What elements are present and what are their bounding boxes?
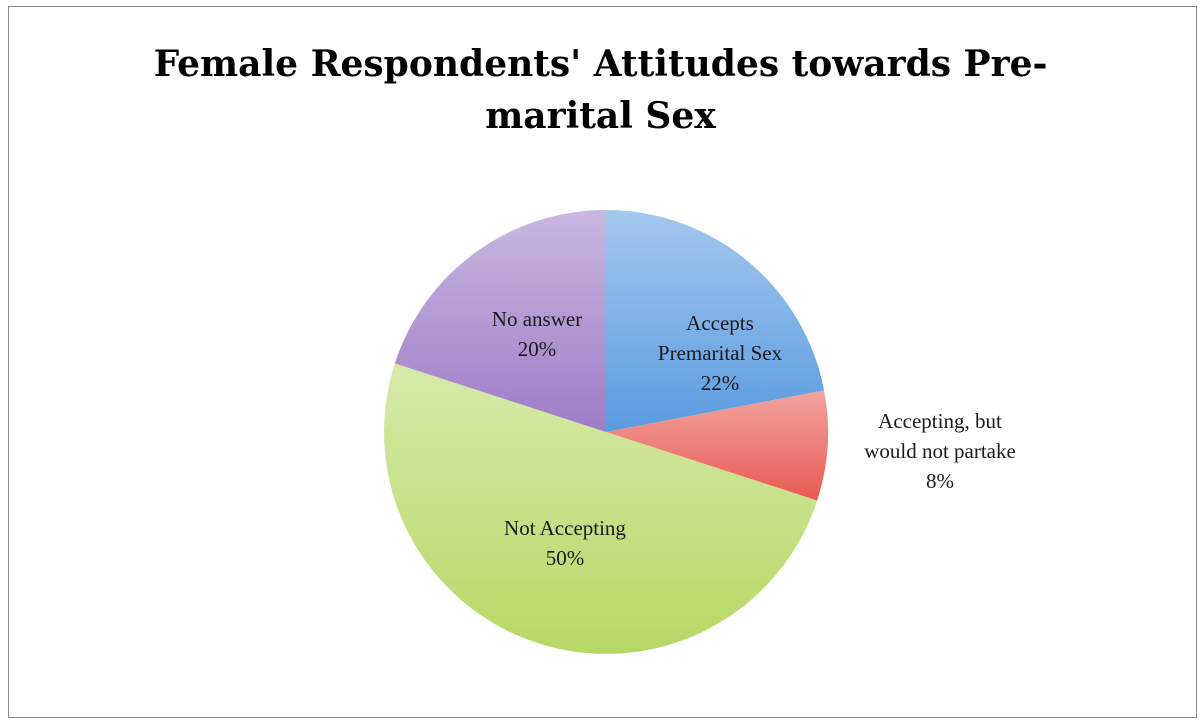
slice-label-accepts: Accepts Premarital Sex 22% <box>658 311 783 395</box>
slice-label-line: 50% <box>546 546 585 570</box>
slice-label-accepting-not-partake: Accepting, but would not partake 8% <box>864 409 1016 493</box>
chart-title-line-2: marital Sex <box>485 95 716 137</box>
pie-slice-no-answer <box>394 210 606 432</box>
slice-label-line: Accepting, but <box>878 409 1002 433</box>
slice-label-line: Not Accepting <box>504 516 626 540</box>
pie-slice-accepting-not-partake <box>606 390 828 501</box>
slice-label-line: Accepts <box>686 311 754 335</box>
slice-label-line: No answer <box>492 307 582 331</box>
pie-slice-accepts <box>606 210 825 432</box>
slice-label-line: 20% <box>518 337 557 361</box>
chart-title-line-1: Female Respondents' Attitudes towards Pr… <box>153 43 1048 85</box>
slice-label-line: 8% <box>926 469 954 493</box>
slice-label-line: 22% <box>701 371 740 395</box>
slice-label-line: would not partake <box>864 439 1016 463</box>
chart-title: Female Respondents' Attitudes towards Pr… <box>0 38 1201 142</box>
slice-label-no-answer: No answer 20% <box>492 307 582 361</box>
slice-label-not-accepting: Not Accepting 50% <box>504 516 626 570</box>
slice-label-line: Premarital Sex <box>658 341 783 365</box>
pie-slice-not-accepting <box>384 363 818 654</box>
